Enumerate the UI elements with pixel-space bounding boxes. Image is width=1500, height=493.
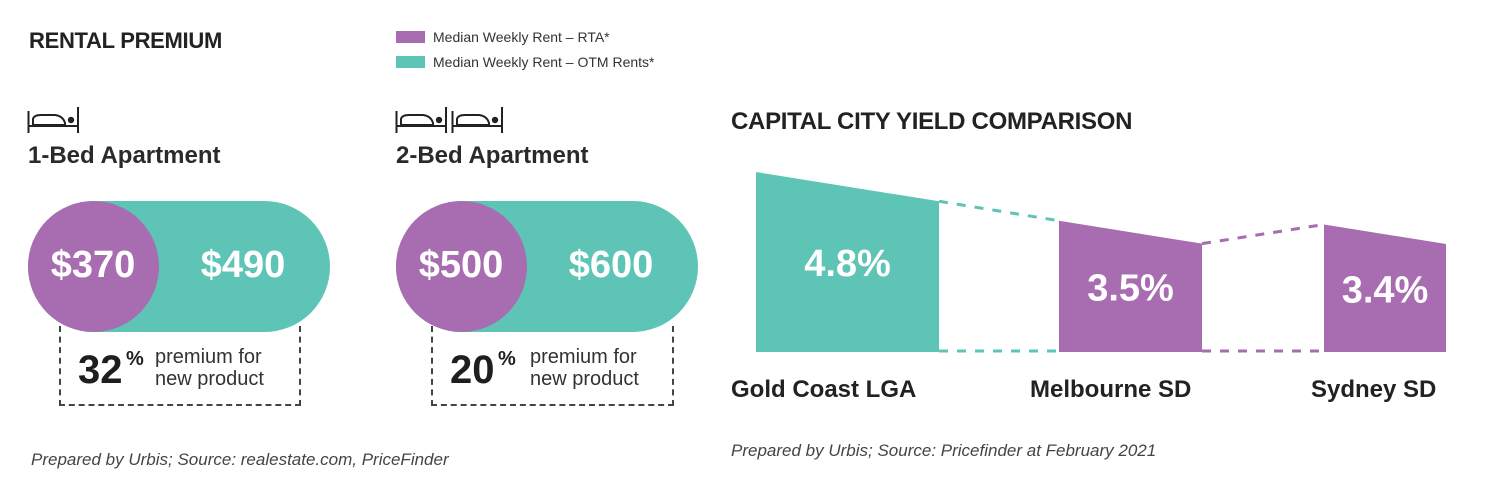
rta-rent-circle-2bed — [396, 201, 527, 332]
otm-rent-value-2bed: $600 — [568, 244, 654, 286]
premium-text-line2-1bed: new product — [155, 368, 264, 390]
premium-percent-sign-1bed: % — [126, 348, 144, 370]
apartment-title-1bed: 1-Bed Apartment — [28, 142, 221, 169]
category-label: Sydney SD — [1311, 376, 1437, 403]
yield-chart: 4.8% 3.5% 3.4% — [756, 172, 1446, 353]
bed-icon — [395, 107, 503, 133]
yield-source-note: Prepared by Urbis; Source: Pricefinder a… — [731, 441, 1157, 460]
premium-value-1bed: 32 — [78, 348, 123, 392]
premium-box-2bed — [431, 326, 674, 406]
premium-text-line1-1bed: premium for — [155, 346, 262, 368]
rta-rent-value-2bed: $500 — [418, 244, 504, 286]
connector-line-top — [938, 199, 1060, 223]
category-label: Melbourne SD — [1030, 376, 1192, 403]
apartment-title-2bed: 2-Bed Apartment — [396, 142, 589, 169]
legend-swatch-rta — [396, 31, 425, 43]
legend-item-rta: Median Weekly Rent – RTA* — [396, 29, 610, 45]
data-label: 3.5% — [1087, 267, 1174, 309]
legend-label-otm: Median Weekly Rent – OTM Rents* — [433, 54, 655, 70]
otm-rent-value-1bed: $490 — [200, 244, 286, 286]
premium-text-line1-2bed: premium for — [530, 346, 637, 368]
premium-percent-sign-2bed: % — [498, 348, 516, 370]
rta-rent-circle-1bed — [28, 201, 159, 332]
premium-value-2bed: 20 — [450, 348, 495, 392]
connector-line-top — [1201, 223, 1325, 246]
bed-icon — [27, 107, 79, 133]
legend-swatch-otm — [396, 56, 425, 68]
data-label: 4.8% — [804, 243, 891, 285]
category-label: Gold Coast LGA — [731, 376, 917, 403]
rta-rent-value-1bed: $370 — [50, 244, 136, 286]
bar — [1059, 220, 1202, 352]
premium-text-line2-2bed: new product — [530, 368, 639, 390]
data-label: 3.4% — [1342, 269, 1429, 311]
legend-label-rta: Median Weekly Rent – RTA* — [433, 29, 610, 45]
bar — [756, 172, 939, 352]
rental-premium-title: RENTAL PREMIUM — [29, 28, 222, 53]
bar — [1324, 224, 1446, 352]
legend-item-otm: Median Weekly Rent – OTM Rents* — [396, 54, 655, 70]
yield-chart-title: CAPITAL CITY YIELD COMPARISON — [731, 108, 1133, 135]
premium-box-1bed — [59, 326, 301, 406]
rental-source-note: Prepared by Urbis; Source: realestate.co… — [31, 450, 449, 469]
